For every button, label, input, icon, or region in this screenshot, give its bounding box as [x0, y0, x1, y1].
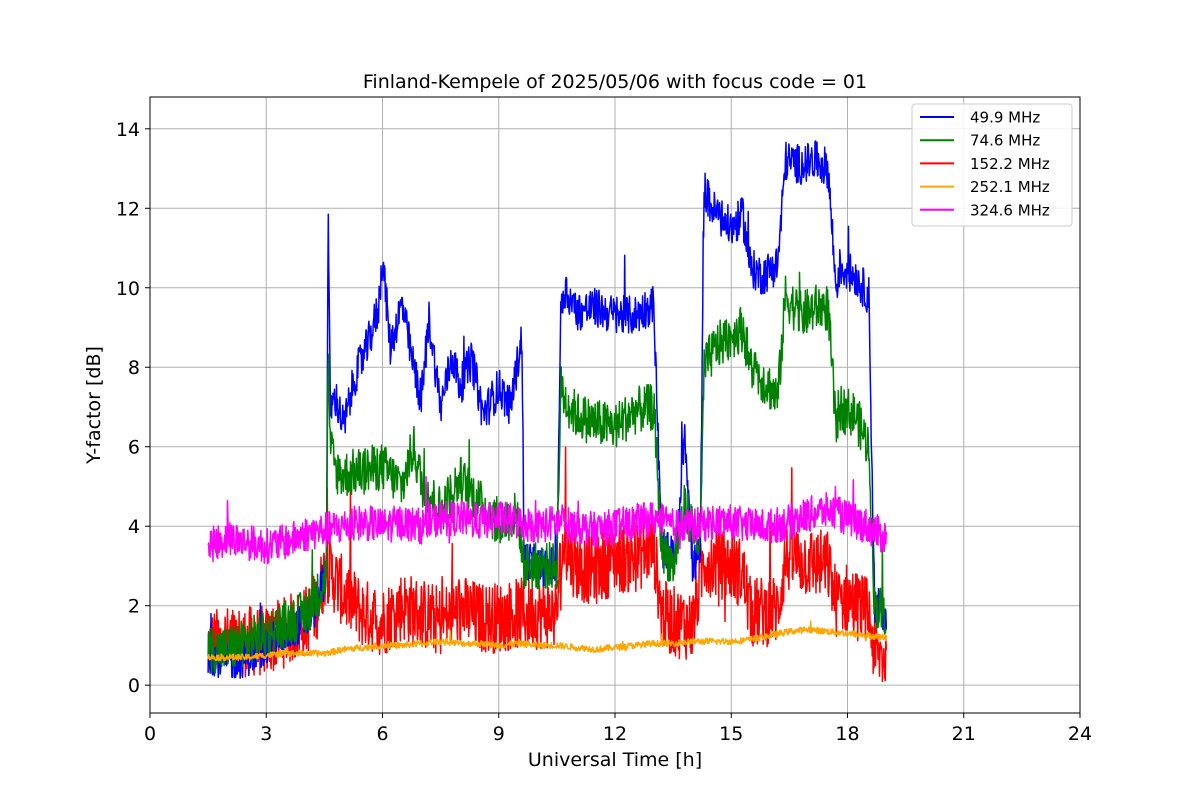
x-tick-label: 6	[376, 723, 388, 745]
legend-label: 49.9 MHz	[970, 109, 1040, 127]
x-axis: 0 3 6 9 12 15 18 21 24	[144, 713, 1092, 745]
y-tick-label: 14	[116, 119, 140, 141]
y-tick-label: 6	[128, 437, 140, 459]
y-tick-label: 8	[128, 357, 140, 379]
y-tick-label: 0	[128, 675, 140, 697]
x-tick-label: 18	[835, 723, 859, 745]
series-line	[207, 271, 888, 674]
y-tick-label: 2	[128, 596, 140, 618]
x-tick-label: 21	[952, 723, 976, 745]
legend-label: 74.6 MHz	[970, 132, 1040, 150]
x-tick-label: 15	[719, 723, 743, 745]
series-line	[207, 620, 888, 662]
legend-label: 152.2 MHz	[970, 155, 1050, 173]
x-tick-label: 9	[493, 723, 505, 745]
y-axis-label: Y-factor [dB]	[83, 346, 105, 465]
legend-label: 252.1 MHz	[970, 178, 1050, 196]
y-tick-label: 4	[128, 516, 140, 538]
legend-box	[911, 103, 1073, 227]
chart-title: Finland-Kempele of 2025/05/06 with focus…	[363, 71, 867, 93]
legend-label: 324.6 MHz	[970, 201, 1050, 219]
series-line	[207, 476, 888, 565]
y-axis: 0 2 4 6 8 10 12 14	[116, 119, 150, 697]
y-tick-label: 10	[116, 278, 140, 300]
plot-area	[207, 140, 888, 683]
x-tick-label: 0	[144, 723, 156, 745]
x-axis-label: Universal Time [h]	[528, 749, 702, 771]
x-tick-label: 12	[603, 723, 627, 745]
x-tick-label: 24	[1068, 723, 1092, 745]
legend: 49.9 MHz 74.6 MHz 152.2 MHz 252.1 MHz 32…	[911, 103, 1073, 227]
y-tick-label: 12	[116, 198, 140, 220]
x-tick-label: 3	[260, 723, 272, 745]
